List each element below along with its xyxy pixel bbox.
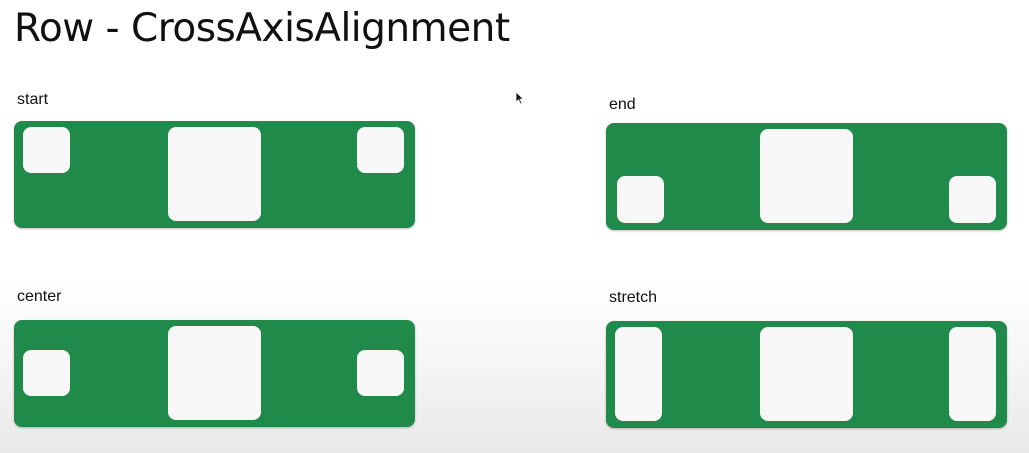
small-box-right	[357, 350, 404, 396]
small-box-right	[357, 127, 404, 173]
row-center-panel	[14, 320, 415, 427]
large-box-middle	[760, 327, 853, 421]
mouse-pointer-icon	[515, 91, 525, 105]
large-box-middle	[168, 127, 261, 221]
large-box-middle	[168, 326, 261, 420]
slide-title: Row - CrossAxisAlignment	[14, 6, 510, 51]
large-box-middle	[760, 129, 853, 223]
label-start: start	[17, 91, 49, 108]
label-end: end	[609, 96, 636, 113]
row-stretch-panel	[606, 321, 1007, 428]
row-start-panel	[14, 121, 415, 228]
stretched-box-left	[615, 327, 662, 421]
small-box-left	[23, 127, 70, 173]
label-center: center	[17, 288, 62, 305]
small-box-right	[949, 176, 996, 223]
label-stretch: stretch	[609, 289, 658, 306]
row-end-panel	[606, 123, 1007, 230]
small-box-left	[617, 176, 664, 223]
small-box-left	[23, 350, 70, 396]
stretched-box-right	[949, 327, 996, 421]
